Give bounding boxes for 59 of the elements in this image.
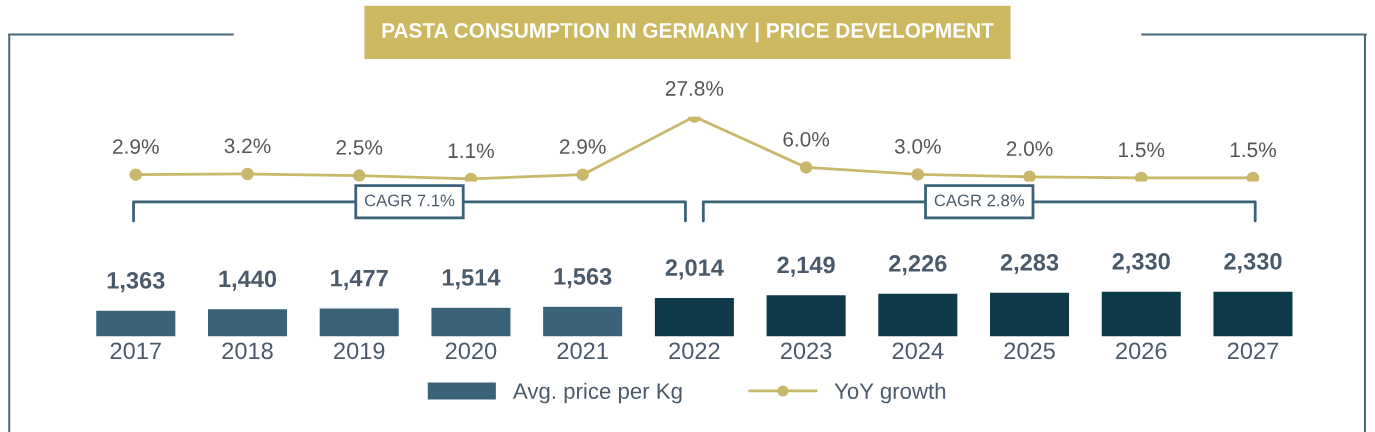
data-label: 1,440 [219, 270, 277, 291]
x-tick-label: 2026 [1116, 342, 1167, 360]
point [129, 168, 143, 181]
legend-label: YoY growth [834, 382, 946, 404]
data-label: 2,283 [1000, 253, 1059, 275]
point [799, 161, 813, 174]
data-label: 2.0% [1006, 141, 1053, 156]
data-label: 1.5% [1119, 142, 1165, 158]
bar [430, 306, 512, 337]
point [1023, 170, 1036, 182]
data-label: 1.5% [1230, 142, 1276, 158]
point [1134, 171, 1148, 182]
bar [988, 291, 1071, 337]
point [1246, 171, 1260, 182]
data-label: 2.9% [559, 139, 606, 154]
bar [94, 309, 177, 337]
bar [765, 293, 848, 337]
data-label: 2,014 [665, 259, 724, 280]
data-label: 1,363 [107, 272, 165, 293]
data-label: 2,330 [1224, 253, 1282, 274]
data-label: 1,563 [554, 268, 612, 289]
point [464, 172, 478, 182]
legend-label: Avg. price per Kg [512, 382, 682, 404]
point [576, 168, 589, 181]
data-label: 3.2% [224, 138, 271, 154]
data-label: 6.0% [783, 131, 830, 147]
data-label: 3.0% [894, 138, 941, 154]
data-label: 2,330 [1112, 253, 1170, 274]
x-tick-label: 2024 [892, 342, 944, 360]
x-tick-label: 2025 [1004, 342, 1055, 360]
bar [541, 305, 624, 337]
point [241, 167, 254, 181]
data-label: 1,477 [331, 270, 388, 290]
data-label: 2.9% [113, 139, 159, 154]
x-tick-label: 2020 [445, 342, 497, 360]
data-label: 1,514 [442, 269, 501, 290]
text: CAGR 2.8% [934, 194, 1025, 207]
bar [653, 296, 736, 337]
x-tick-label: 2027 [1227, 342, 1279, 360]
data-label: 27.8% [665, 81, 724, 96]
text: CAGR 7.1% [364, 194, 455, 207]
x-tick-label: 2021 [557, 342, 608, 360]
bar [876, 292, 959, 337]
x-tick-label: 2019 [334, 342, 385, 360]
bar [318, 307, 401, 337]
bar [1212, 290, 1294, 337]
data-label: 2,149 [777, 256, 835, 277]
x-tick-label: 2022 [669, 342, 720, 360]
x-tick-label: 2018 [222, 342, 273, 360]
point [911, 168, 925, 181]
x-tick-label: 2017 [110, 342, 161, 360]
point [352, 169, 366, 182]
chart-title: PASTA CONSUMPTION IN GERMANY | PRICE DEVELOPMENT [382, 22, 994, 43]
data-label: 2.5% [336, 140, 383, 155]
bar [1100, 290, 1183, 337]
bar [206, 307, 289, 337]
data-label: 2,226 [889, 255, 947, 276]
data-label: 1.1% [448, 143, 494, 159]
x-tick-label: 2023 [781, 342, 832, 360]
